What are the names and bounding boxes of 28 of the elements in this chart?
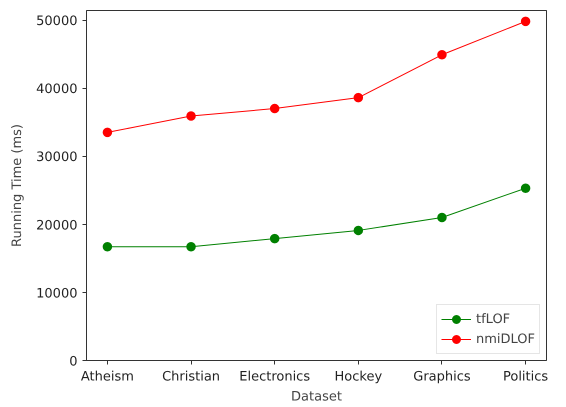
point — [437, 212, 447, 222]
point — [520, 16, 530, 26]
y-tick-label: 10000 — [36, 286, 78, 302]
point — [437, 50, 447, 60]
x-tick-label: Christian — [162, 370, 220, 384]
legend-label: nmiDLOF — [476, 332, 535, 346]
point — [186, 242, 196, 252]
point — [520, 183, 530, 193]
x-tick-label: Graphics — [413, 370, 471, 384]
point — [270, 104, 280, 114]
point — [186, 111, 196, 121]
point — [354, 226, 364, 236]
point — [270, 234, 280, 244]
point — [102, 128, 112, 138]
x-tick-label: Hockey — [334, 370, 382, 384]
x-tick-label: Atheism — [80, 370, 134, 384]
x-tick-label: Politics — [503, 370, 548, 384]
legend-label: tfLOF — [476, 312, 510, 326]
x-axis-title: Dataset — [291, 390, 342, 404]
x-tick-label: Electronics — [239, 370, 310, 384]
y-axis-title: Running Time (ms) — [10, 124, 26, 247]
y-tick-label: 50000 — [36, 14, 78, 30]
y-tick-label: 20000 — [36, 218, 78, 234]
y-tick-label: 40000 — [36, 82, 78, 98]
point — [102, 242, 112, 252]
point — [354, 92, 364, 102]
y-tick-label: 0 — [69, 354, 78, 370]
y-tick-label: 30000 — [36, 150, 78, 166]
